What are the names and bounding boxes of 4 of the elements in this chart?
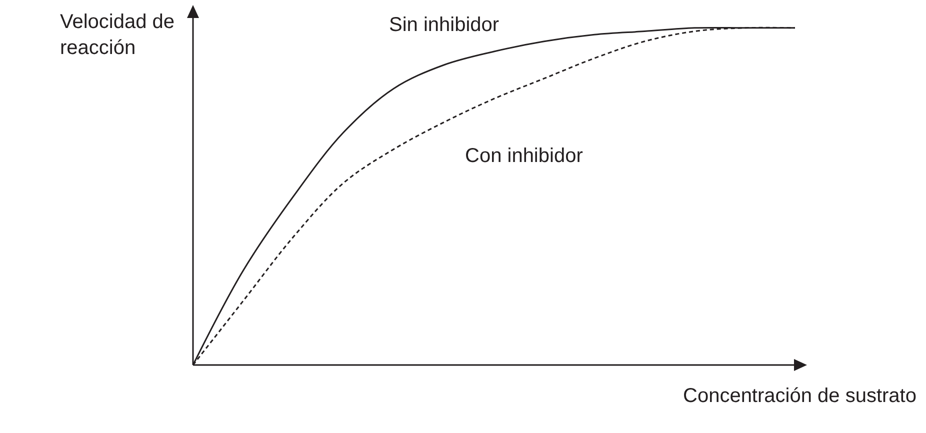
x-axis-title: Concentración de sustrato (683, 385, 916, 407)
series-label: Sin inhibidor (389, 14, 500, 36)
y-axis-title: Velocidad de reacción (60, 11, 175, 59)
series-label: Con inhibidor (465, 145, 584, 167)
